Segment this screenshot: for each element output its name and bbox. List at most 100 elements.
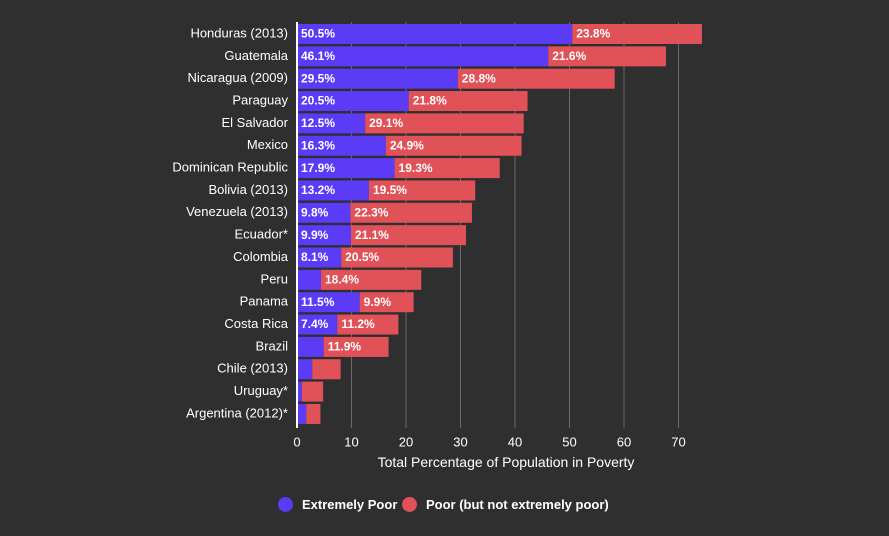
x-tick-label-20: 20 [399,434,413,449]
category-label-nicaragua-2009: Nicaragua (2009) [188,70,288,85]
bar-ecuador-extremely-poor[interactable] [297,225,351,246]
bar-bolivia-2013-poor-but-not-extremely-poor[interactable] [368,180,476,201]
category-label-uruguay: Uruguay* [234,383,288,398]
category-label-venezuela-2013: Venezuela (2013) [186,204,288,219]
bar-chile-2013-extremely-poor[interactable] [297,359,313,380]
category-label-argentina-2012: Argentina (2012)* [186,405,288,420]
data-label-panama-poor-but-not-extremely-poor: 9.9% [364,295,392,309]
category-label-guatemala: Guatemala [224,48,288,63]
data-label-guatemala-extremely-poor: 46.1% [301,49,335,63]
data-label-mexico-poor-but-not-extremely-poor: 24.9% [390,138,424,152]
data-label-brazil-poor-but-not-extremely-poor: 11.9% [328,340,362,354]
bar-guatemala-poor-but-not-extremely-poor[interactable] [548,46,666,67]
data-label-costa-rica-extremely-poor: 7.4% [301,317,329,331]
category-label-brazil: Brazil [255,338,288,353]
bar-paraguay-poor-but-not-extremely-poor[interactable] [408,91,528,112]
legend-item-extremely-poor[interactable]: Extremely Poor [278,497,397,512]
category-labels: Honduras (2013) Guatemala Nicaragua (2009)… [172,25,288,420]
bar-panama-extremely-poor[interactable] [297,292,360,313]
bar-dominican-republic-extremely-poor[interactable] [297,158,395,179]
bar-argentina-2012-poor-but-not-extremely-poor[interactable] [306,403,321,424]
data-label-dominican-republic-poor-but-not-extremely-poor: 19.3% [399,161,433,175]
bar-peru-poor-but-not-extremely-poor[interactable] [320,269,422,290]
bar-argentina-2012-extremely-poor[interactable] [297,403,307,424]
category-label-peru: Peru [261,271,288,286]
data-label-bolivia-2013-poor-but-not-extremely-poor: 19.5% [373,183,407,197]
bar-paraguay-extremely-poor[interactable] [297,91,409,112]
data-label-nicaragua-2009-poor-but-not-extremely-poor: 28.8% [462,71,496,85]
data-label-venezuela-2013-extremely-poor: 9.8% [301,205,329,219]
bar-nicaragua-2009-extremely-poor[interactable] [297,68,458,89]
category-label-chile-2013: Chile (2013) [217,361,288,376]
data-label-mexico-extremely-poor: 16.3% [301,138,335,152]
x-tick-label-60: 60 [617,434,631,449]
x-tick-label-70: 70 [671,434,685,449]
bar-colombia-extremely-poor[interactable] [297,247,342,268]
data-label-paraguay-extremely-poor: 20.5% [301,94,335,108]
category-label-colombia: Colombia [233,249,289,264]
data-label-ecuador-poor-but-not-extremely-poor: 21.1% [355,228,389,242]
data-label-honduras-2013-poor-but-not-extremely-poor: 23.8% [576,27,610,41]
data-label-costa-rica-poor-but-not-extremely-poor: 11.2% [341,317,375,331]
bar-brazil-poor-but-not-extremely-poor[interactable] [323,336,389,357]
bar-colombia-poor-but-not-extremely-poor[interactable] [341,247,453,268]
data-labels: 50.5% 23.8% 46.1% 21.6% 29.5% 28.8% 20.5% 21.8%… [301,27,611,354]
category-label-panama: Panama [240,294,289,309]
gridlines [351,22,679,428]
category-label-bolivia-2013: Bolivia (2013) [209,182,289,197]
bar-el-salvador-poor-but-not-extremely-poor[interactable] [365,113,524,134]
category-label-honduras-2013: Honduras (2013) [190,25,288,40]
x-tick-label-0: 0 [293,434,300,449]
data-label-panama-extremely-poor: 11.5% [301,295,335,309]
bar-chile-2013-poor-but-not-extremely-poor[interactable] [312,359,341,380]
legend-item-poor[interactable]: Poor (but not extremely poor) [402,497,609,512]
data-label-el-salvador-poor-but-not-extremely-poor: 29.1% [369,116,403,130]
bar-costa-rica-extremely-poor[interactable] [297,314,338,335]
legend-label-poor: Poor (but not extremely poor) [426,497,609,512]
data-label-colombia-poor-but-not-extremely-poor: 20.5% [345,250,379,264]
data-label-colombia-extremely-poor: 8.1% [301,250,329,264]
bar-brazil-extremely-poor[interactable] [297,336,324,357]
x-tick-label-10: 10 [344,434,358,449]
bar-panama-poor-but-not-extremely-poor[interactable] [359,292,414,313]
bars [297,24,702,424]
data-label-paraguay-poor-but-not-extremely-poor: 21.8% [413,94,447,108]
legend-swatch-extremely-poor [278,497,293,512]
bar-venezuela-2013-poor-but-not-extremely-poor[interactable] [350,202,472,223]
legend-label-extremely-poor: Extremely Poor [302,497,398,512]
bar-guatemala-extremely-poor[interactable] [297,46,549,67]
category-label-el-salvador: El Salvador [222,115,289,130]
bar-peru-extremely-poor[interactable] [297,269,321,290]
data-label-el-salvador-extremely-poor: 12.5% [301,116,335,130]
bar-mexico-extremely-poor[interactable] [297,135,386,156]
data-label-guatemala-poor-but-not-extremely-poor: 21.6% [552,49,586,63]
bar-venezuela-2013-extremely-poor[interactable] [297,202,351,223]
bar-ecuador-poor-but-not-extremely-poor[interactable] [350,225,466,246]
category-label-ecuador: Ecuador* [235,227,288,242]
x-tick-label-40: 40 [508,434,522,449]
data-label-bolivia-2013-extremely-poor: 13.2% [301,183,335,197]
bar-mexico-poor-but-not-extremely-poor[interactable] [385,135,522,156]
bar-dominican-republic-poor-but-not-extremely-poor[interactable] [394,158,500,179]
bar-honduras-2013-poor-but-not-extremely-poor[interactable] [572,24,702,44]
x-tick-label-50: 50 [562,434,576,449]
x-axis-ticks: 0 10 20 30 40 50 60 70 [293,434,685,449]
data-label-dominican-republic-extremely-poor: 17.9% [301,161,335,175]
data-label-nicaragua-2009-extremely-poor: 29.5% [301,71,335,85]
bar-uruguay-poor-but-not-extremely-poor[interactable] [301,381,324,402]
legend-swatch-poor [402,497,417,512]
data-label-peru-poor-but-not-extremely-poor: 18.4% [325,273,359,287]
bar-nicaragua-2009-poor-but-not-extremely-poor[interactable] [457,68,615,89]
bar-el-salvador-extremely-poor[interactable] [297,113,366,134]
category-label-mexico: Mexico [247,137,288,152]
bar-bolivia-2013-extremely-poor[interactable] [297,180,369,201]
bar-costa-rica-poor-but-not-extremely-poor[interactable] [337,314,399,335]
bar-uruguay-extremely-poor[interactable] [297,381,302,402]
data-label-honduras-2013-extremely-poor: 50.5% [301,27,335,41]
data-label-venezuela-2013-poor-but-not-extremely-poor: 22.3% [354,205,388,219]
bar-honduras-2013-extremely-poor[interactable] [297,24,573,44]
x-tick-label-30: 30 [453,434,467,449]
legend: Extremely Poor Poor (but not extremely p… [0,497,889,517]
